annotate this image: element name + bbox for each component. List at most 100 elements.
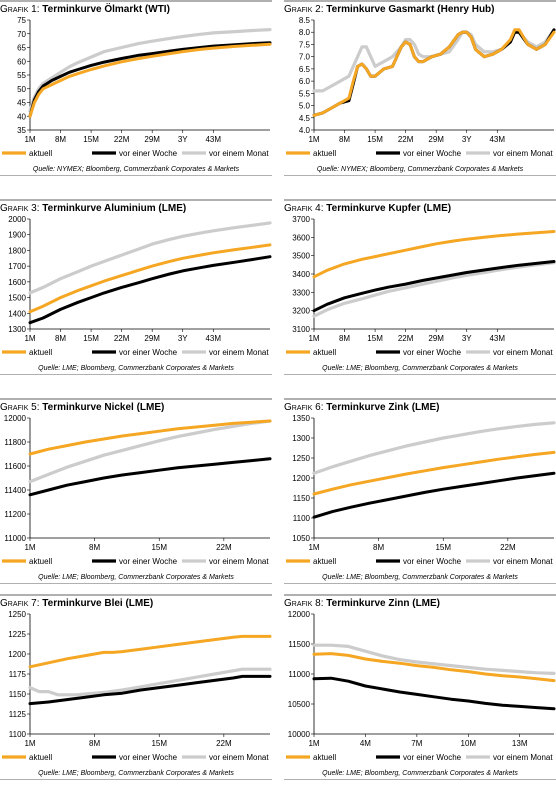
series-line-vor-einer-woche (28, 674, 272, 706)
y-tick-label: 1125 (9, 710, 27, 719)
source-note: Quelle: NYMEX; Bloomberg, Commerzbank Co… (284, 166, 556, 176)
y-tick-label: 1225 (8, 630, 26, 639)
x-tick-label: 8M (55, 135, 66, 144)
x-tick-label: 1M (308, 135, 319, 144)
y-tick-label: 60 (17, 57, 26, 66)
x-tick-label: 15M (435, 543, 451, 552)
grafik-label: Grafik 2: (284, 4, 324, 15)
y-tick-label: 1300 (292, 434, 310, 443)
series-line-vor-einer-woche (28, 41, 272, 118)
y-tick-label: 40 (17, 112, 26, 121)
chart-title: Grafik 1: Terminkurve Ölmarkt (WTI) (0, 0, 272, 18)
legend-label: aktuell (29, 753, 52, 762)
chart-title-text: Terminkurve Ölmarkt (WTI) (39, 4, 170, 15)
legend-label: aktuell (29, 348, 52, 357)
x-tick-label: 8M (339, 135, 350, 144)
y-tick-label: 11600 (4, 462, 26, 471)
x-tick-label: 7M (411, 739, 422, 748)
x-tick-label: 43M (205, 135, 221, 144)
chart-svg: 11000 11200 11400 11600 11800 12000 1M 8M 15M 22M… (2, 414, 272, 566)
x-tick-label: 15M (367, 334, 383, 343)
x-tick-label: 1M (24, 543, 35, 552)
x-tick-label: 15M (83, 334, 99, 343)
x-tick-label: 22M (500, 543, 516, 552)
y-tick-label: 1800 (8, 246, 26, 255)
y-tick-label: 1250 (292, 454, 310, 463)
legend-label: vor einer Woche (119, 753, 178, 762)
x-tick-label: 8M (55, 334, 66, 343)
legend-label: vor einem Monat (209, 753, 269, 762)
y-tick-label: 1600 (8, 278, 26, 287)
y-tick-label: 7.5 (299, 40, 311, 49)
chart-title-text: Terminkurve Blei (LME) (39, 598, 154, 609)
y-tick-label: 8.5 (299, 16, 311, 25)
legend-label: aktuell (313, 149, 336, 158)
chart-panel-nickel: Grafik 5: Terminkurve Nickel (LME) 11000 1… (0, 398, 272, 590)
series-line-aktuell (28, 243, 272, 314)
y-tick-label: 1900 (8, 231, 26, 240)
x-tick-label: 15M (151, 739, 167, 748)
chart-svg: 4.0 4.5 5.0 5.5 6.0 6.5 7.0 7.5 8.0 8.5 1M 8M 15M 22M… (286, 16, 556, 158)
y-tick-label: 12000 (288, 610, 311, 619)
grafik-label: Grafik 3: (0, 203, 40, 214)
x-tick-label: 29M (428, 135, 444, 144)
y-tick-label: 6.0 (299, 77, 311, 86)
chart-title: Grafik 5: Terminkurve Nickel (LME) (0, 398, 272, 416)
series-line-aktuell (312, 652, 556, 683)
y-tick-label: 1200 (292, 474, 310, 483)
series-line-vor-einer-woche (28, 255, 272, 325)
y-tick-label: 35 (17, 126, 26, 135)
y-tick-label: 11000 (4, 534, 26, 543)
y-tick-label: 1200 (8, 650, 26, 659)
series-line-aktuell (312, 28, 556, 117)
x-tick-label: 29M (428, 334, 444, 343)
y-tick-label: 65 (17, 44, 26, 53)
x-tick-label: 1M (24, 135, 35, 144)
y-tick-label: 5.5 (299, 89, 311, 98)
y-tick-label: 50 (17, 85, 26, 94)
legend-label: vor einem Monat (209, 348, 269, 357)
y-tick-label: 3100 (292, 325, 310, 334)
y-tick-label: 3200 (292, 307, 310, 316)
source-note: Quelle: LME; Bloomberg, Commerzbank Corp… (284, 770, 556, 780)
grafik-label: Grafik 1: (0, 4, 40, 15)
series-line-vor-einer-woche (28, 457, 272, 497)
y-tick-label: 8.0 (299, 28, 311, 37)
chart-title-text: Terminkurve Zinn (LME) (323, 598, 441, 609)
series-line-aktuell (28, 42, 272, 118)
grafik-label: Grafik 6: (284, 402, 324, 413)
legend-label: vor einem Monat (493, 348, 553, 357)
x-tick-label: 4M (360, 739, 371, 748)
y-tick-label: 1350 (292, 414, 310, 423)
x-tick-label: 22M (114, 334, 130, 343)
y-tick-label: 3300 (292, 288, 310, 297)
legend-label: vor einem Monat (209, 149, 269, 158)
x-tick-label: 43M (205, 334, 221, 343)
legend-label: vor einer Woche (119, 149, 178, 158)
chart-panel-gas: Grafik 2: Terminkurve Gasmarkt (Henry Hu… (284, 0, 556, 192)
x-tick-label: 10M (461, 739, 477, 748)
chart-title: Grafik 7: Terminkurve Blei (LME) (0, 594, 272, 612)
grafik-label: Grafik 7: (0, 598, 40, 609)
x-tick-label: 43M (489, 334, 505, 343)
chart-title: Grafik 3: Terminkurve Aluminium (LME) (0, 199, 272, 217)
chart-title-text: Terminkurve Nickel (LME) (39, 402, 165, 413)
x-tick-label: 3Y (178, 135, 188, 144)
legend-label: aktuell (313, 557, 336, 566)
legend-label: vor einer Woche (403, 348, 462, 357)
y-tick-label: 4.0 (299, 126, 311, 135)
y-tick-label: 3600 (292, 233, 310, 242)
x-tick-label: 1M (308, 334, 319, 343)
chart-panel-zinn: Grafik 8: Terminkurve Zinn (LME) 10000 105… (284, 594, 556, 786)
y-tick-label: 1300 (8, 325, 26, 334)
x-tick-label: 22M (216, 739, 232, 748)
x-tick-label: 3Y (462, 334, 472, 343)
chart-title: Grafik 6: Terminkurve Zink (LME) (284, 398, 556, 416)
x-tick-label: 15M (367, 135, 383, 144)
x-tick-label: 22M (398, 334, 414, 343)
x-tick-label: 22M (216, 543, 232, 552)
y-tick-label: 2000 (8, 215, 26, 224)
x-tick-label: 43M (489, 135, 505, 144)
x-tick-label: 1M (24, 334, 35, 343)
series-line-vor-einem-monat (28, 667, 272, 697)
